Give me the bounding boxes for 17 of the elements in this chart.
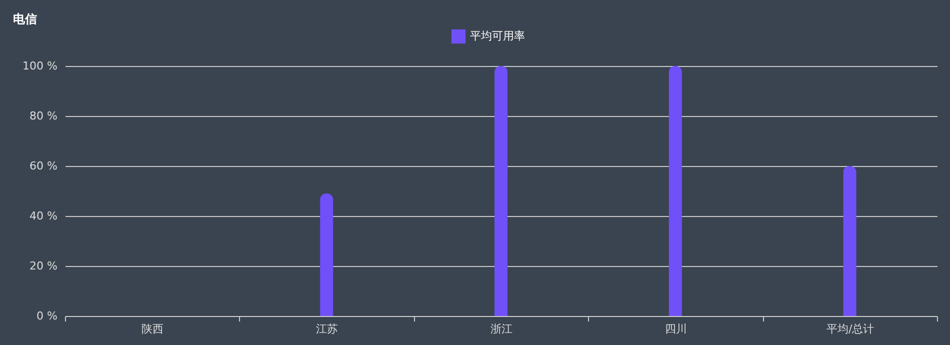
bar bbox=[320, 194, 334, 316]
bar bbox=[668, 66, 682, 316]
y-tick-label: 40 % bbox=[30, 210, 58, 222]
y-tick-label: 0 % bbox=[36, 310, 58, 322]
x-tick-label: 江苏 bbox=[316, 322, 338, 336]
bar bbox=[494, 66, 508, 316]
x-tick-label: 浙江 bbox=[490, 322, 512, 336]
x-tick-label: 平均/总计 bbox=[826, 322, 874, 336]
x-tick-label: 陕西 bbox=[142, 322, 164, 336]
chart-title: 电信 bbox=[13, 12, 37, 26]
bar bbox=[843, 166, 856, 316]
x-tick-label: 四川 bbox=[664, 322, 687, 336]
legend-label: 平均可用率 bbox=[470, 30, 525, 42]
y-tick-label: 80 % bbox=[30, 110, 58, 122]
y-tick-label: 60 % bbox=[30, 160, 58, 172]
y-tick-label: 100 % bbox=[22, 60, 58, 72]
y-tick-label: 20 % bbox=[30, 260, 58, 272]
